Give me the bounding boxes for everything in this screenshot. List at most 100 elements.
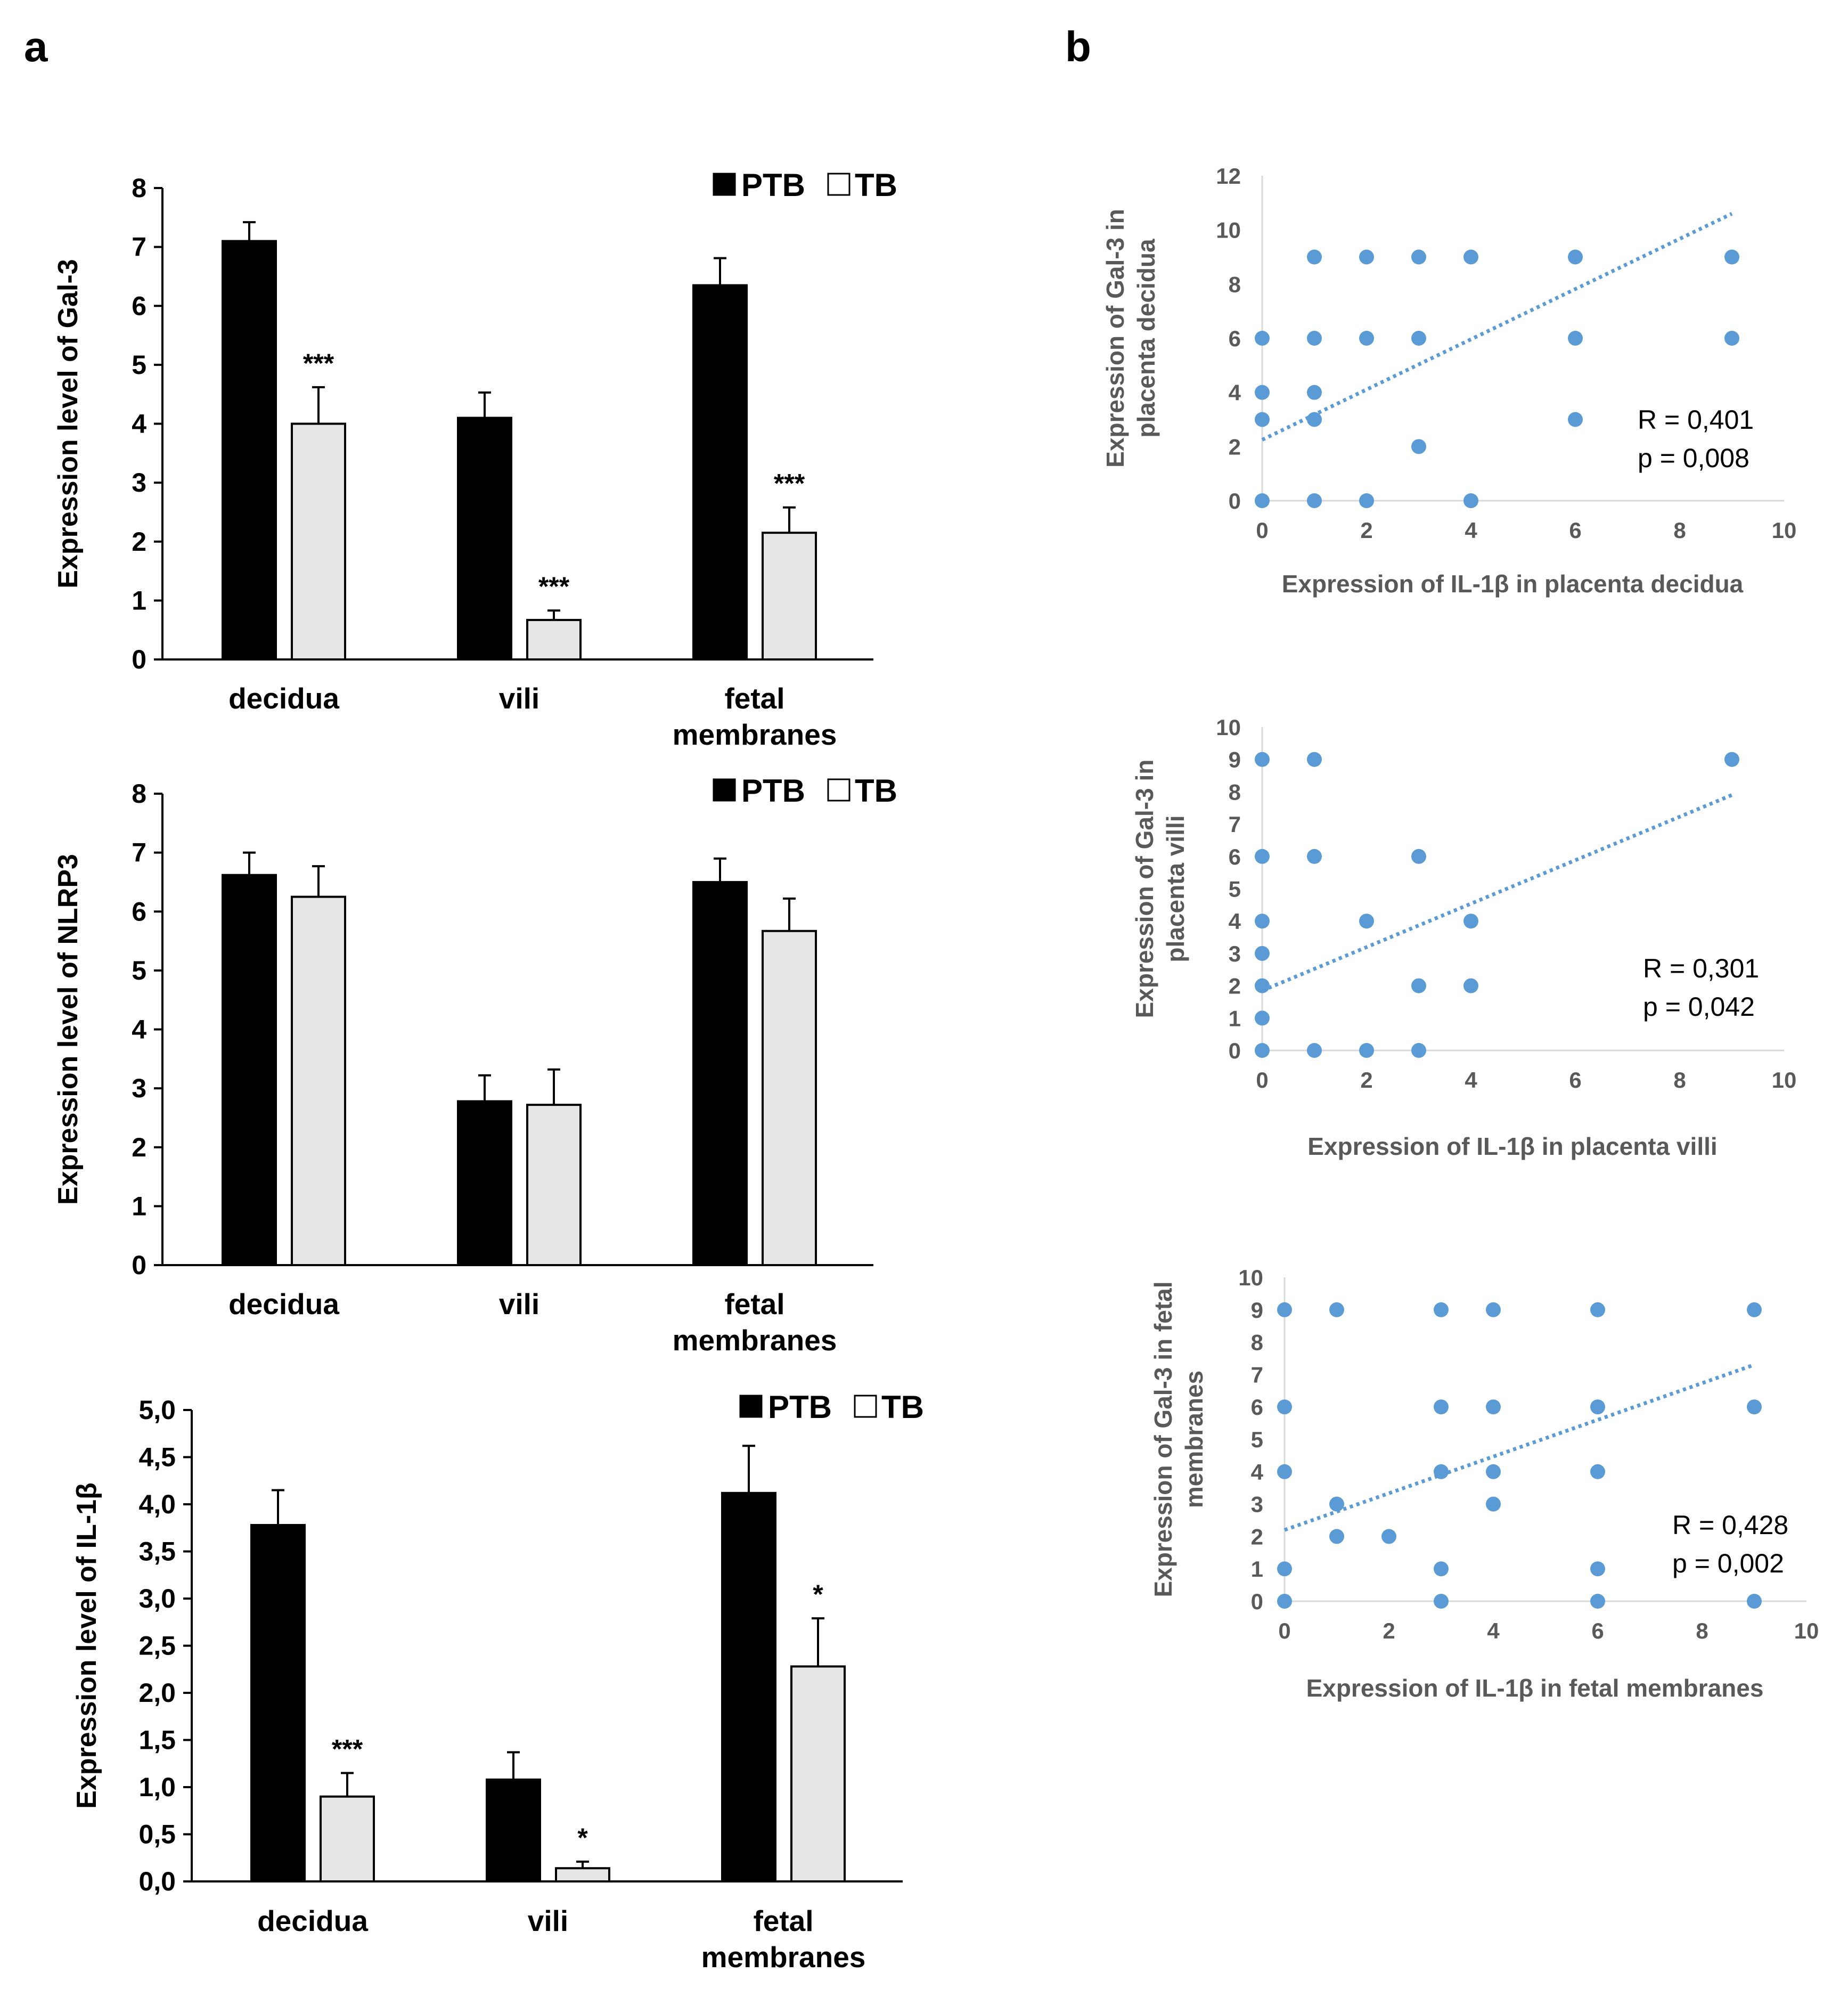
y-tick-label: 3,5 xyxy=(138,1537,176,1567)
x-axis-label: Expression of IL-1β in fetal membranes xyxy=(1306,1674,1764,1702)
y-tick-label: 4 xyxy=(1229,909,1241,934)
category-label: decidua xyxy=(228,682,339,715)
y-axis-label: Expression level of Gal-3 xyxy=(53,259,84,588)
data-point xyxy=(1307,331,1322,346)
charts-container: 0 1 2 3 4 5 6 7 8 Expression level of Gal-3 *** dec… xyxy=(53,164,1819,1974)
category-label: vili xyxy=(528,1904,568,1937)
data-point xyxy=(1568,331,1583,346)
significance-marker: * xyxy=(577,1823,588,1853)
x-tick-label: 6 xyxy=(1569,518,1581,543)
x-tick-label: 8 xyxy=(1696,1618,1708,1643)
significance-marker: *** xyxy=(332,1734,363,1764)
data-point xyxy=(1329,1496,1344,1512)
bar-chart-gal3: 0 1 2 3 4 5 6 7 8 Expression level of Gal-3 *** dec… xyxy=(53,167,897,751)
correlation-p: p = 0,002 xyxy=(1672,1548,1784,1578)
y-tick-label: 0 xyxy=(132,645,146,674)
y-axis-label: Expression of Gal-3 in xyxy=(1131,760,1158,1018)
y-tick-label: 3 xyxy=(1229,941,1241,966)
data-point xyxy=(1255,493,1270,508)
y-tick-label: 2,5 xyxy=(138,1631,176,1661)
category-label: membranes xyxy=(701,1941,866,1974)
y-tick-label: 9 xyxy=(1251,1298,1263,1323)
data-point xyxy=(1381,1529,1396,1544)
y-tick-label: 7 xyxy=(132,232,146,262)
y-tick-label: 3 xyxy=(132,1073,146,1103)
correlation-p: p = 0,008 xyxy=(1638,443,1749,473)
data-point xyxy=(1329,1302,1344,1317)
y-tick-label: 6 xyxy=(1251,1395,1263,1420)
data-point xyxy=(1724,752,1739,767)
x-tick-label: 0 xyxy=(1278,1618,1290,1643)
legend-swatch-tb xyxy=(854,1395,877,1418)
data-point xyxy=(1590,1594,1605,1609)
x-tick-label: 4 xyxy=(1465,1067,1477,1093)
y-axis-label: Expression of Gal-3 in fetal xyxy=(1149,1281,1177,1597)
bar-tb-2 xyxy=(762,532,817,661)
y-tick-label: 2 xyxy=(1229,434,1241,459)
x-tick-label: 6 xyxy=(1591,1618,1604,1643)
y-tick-label: 4 xyxy=(1229,380,1241,405)
y-axis-label: placenta decidua xyxy=(1132,239,1160,438)
y-tick-label: 7 xyxy=(1229,812,1241,837)
data-point xyxy=(1434,1399,1449,1415)
y-tick-label: 0 xyxy=(1229,1038,1241,1063)
y-axis-label: Expression level of IL-1β xyxy=(71,1482,102,1809)
data-point xyxy=(1255,752,1270,767)
scatter-chart-villi: 0 1 2 3 4 5 6 7 8 9 10 0 2 4 6 8 10 Expression of IL-1β i… xyxy=(1131,715,1796,1160)
bar-tb-1 xyxy=(526,618,582,661)
legend-swatch-ptb xyxy=(739,1395,763,1418)
bar-ptb-1 xyxy=(457,417,512,661)
y-tick-label: 9 xyxy=(1229,747,1241,772)
y-tick-label: 4,0 xyxy=(138,1489,176,1519)
bar-ptb-2 xyxy=(692,284,748,661)
scatter-chart-decidua: 0 2 4 6 8 10 12 0 2 4 6 8 10 Expression of IL-1β in p… xyxy=(1101,164,1796,598)
y-axis-label: membranes xyxy=(1180,1371,1208,1508)
data-point xyxy=(1434,1302,1449,1317)
y-axis-label: Expression of Gal-3 in xyxy=(1101,209,1129,468)
data-point xyxy=(1307,385,1322,400)
data-point xyxy=(1359,331,1374,346)
data-point xyxy=(1307,493,1322,508)
y-tick-label: 5,0 xyxy=(138,1395,176,1425)
bar-tb-0 xyxy=(291,422,346,661)
y-tick-label: 5 xyxy=(132,956,146,985)
legend-label-tb: TB xyxy=(855,773,897,809)
y-tick-label: 4,5 xyxy=(138,1442,176,1472)
scatter-chart-fetal: 0 1 2 3 4 5 6 7 8 9 10 0 2 4 6 8 10 Expression of IL-1β i… xyxy=(1149,1265,1819,1702)
data-point xyxy=(1329,1529,1344,1544)
trendline xyxy=(1283,1363,1755,1532)
x-tick-label: 10 xyxy=(1794,1618,1819,1643)
data-point xyxy=(1463,493,1478,508)
bar-chart-il1b: 0,0 0,5 1,0 1,5 2,0 2,5 3,0 3,5 4,0 4,5 5,0 Express… xyxy=(71,1389,924,1974)
y-tick-label: 6 xyxy=(132,291,146,321)
legend-swatch-tb xyxy=(827,778,851,802)
correlation-r: R = 0,401 xyxy=(1638,405,1754,435)
data-point xyxy=(1277,1594,1292,1609)
bar-ptb-0 xyxy=(250,1523,306,1882)
y-tick-label: 4 xyxy=(132,1015,146,1045)
bar-ptb-2 xyxy=(721,1491,776,1882)
data-point xyxy=(1724,331,1739,346)
y-tick-label: 3,0 xyxy=(138,1584,176,1613)
data-point xyxy=(1277,1464,1292,1479)
bar-ptb-1 xyxy=(457,1100,512,1266)
data-point xyxy=(1434,1594,1449,1609)
y-tick-label: 10 xyxy=(1216,218,1241,243)
bar-ptb-1 xyxy=(486,1778,541,1883)
y-tick-label: 7 xyxy=(1251,1362,1263,1387)
significance-marker: * xyxy=(813,1579,823,1609)
data-point xyxy=(1411,331,1426,346)
y-tick-label: 2 xyxy=(132,527,146,557)
x-tick-label: 2 xyxy=(1383,1618,1395,1643)
y-tick-label: 8 xyxy=(132,173,146,203)
data-point xyxy=(1255,849,1270,864)
y-tick-label: 0 xyxy=(132,1250,146,1280)
y-tick-label: 1 xyxy=(132,1191,146,1221)
data-point xyxy=(1411,978,1426,993)
data-point xyxy=(1486,1302,1501,1317)
bar-ptb-0 xyxy=(222,240,277,661)
bar-tb-2 xyxy=(790,1665,846,1882)
bar-tb-0 xyxy=(291,895,346,1266)
data-point xyxy=(1434,1464,1449,1479)
